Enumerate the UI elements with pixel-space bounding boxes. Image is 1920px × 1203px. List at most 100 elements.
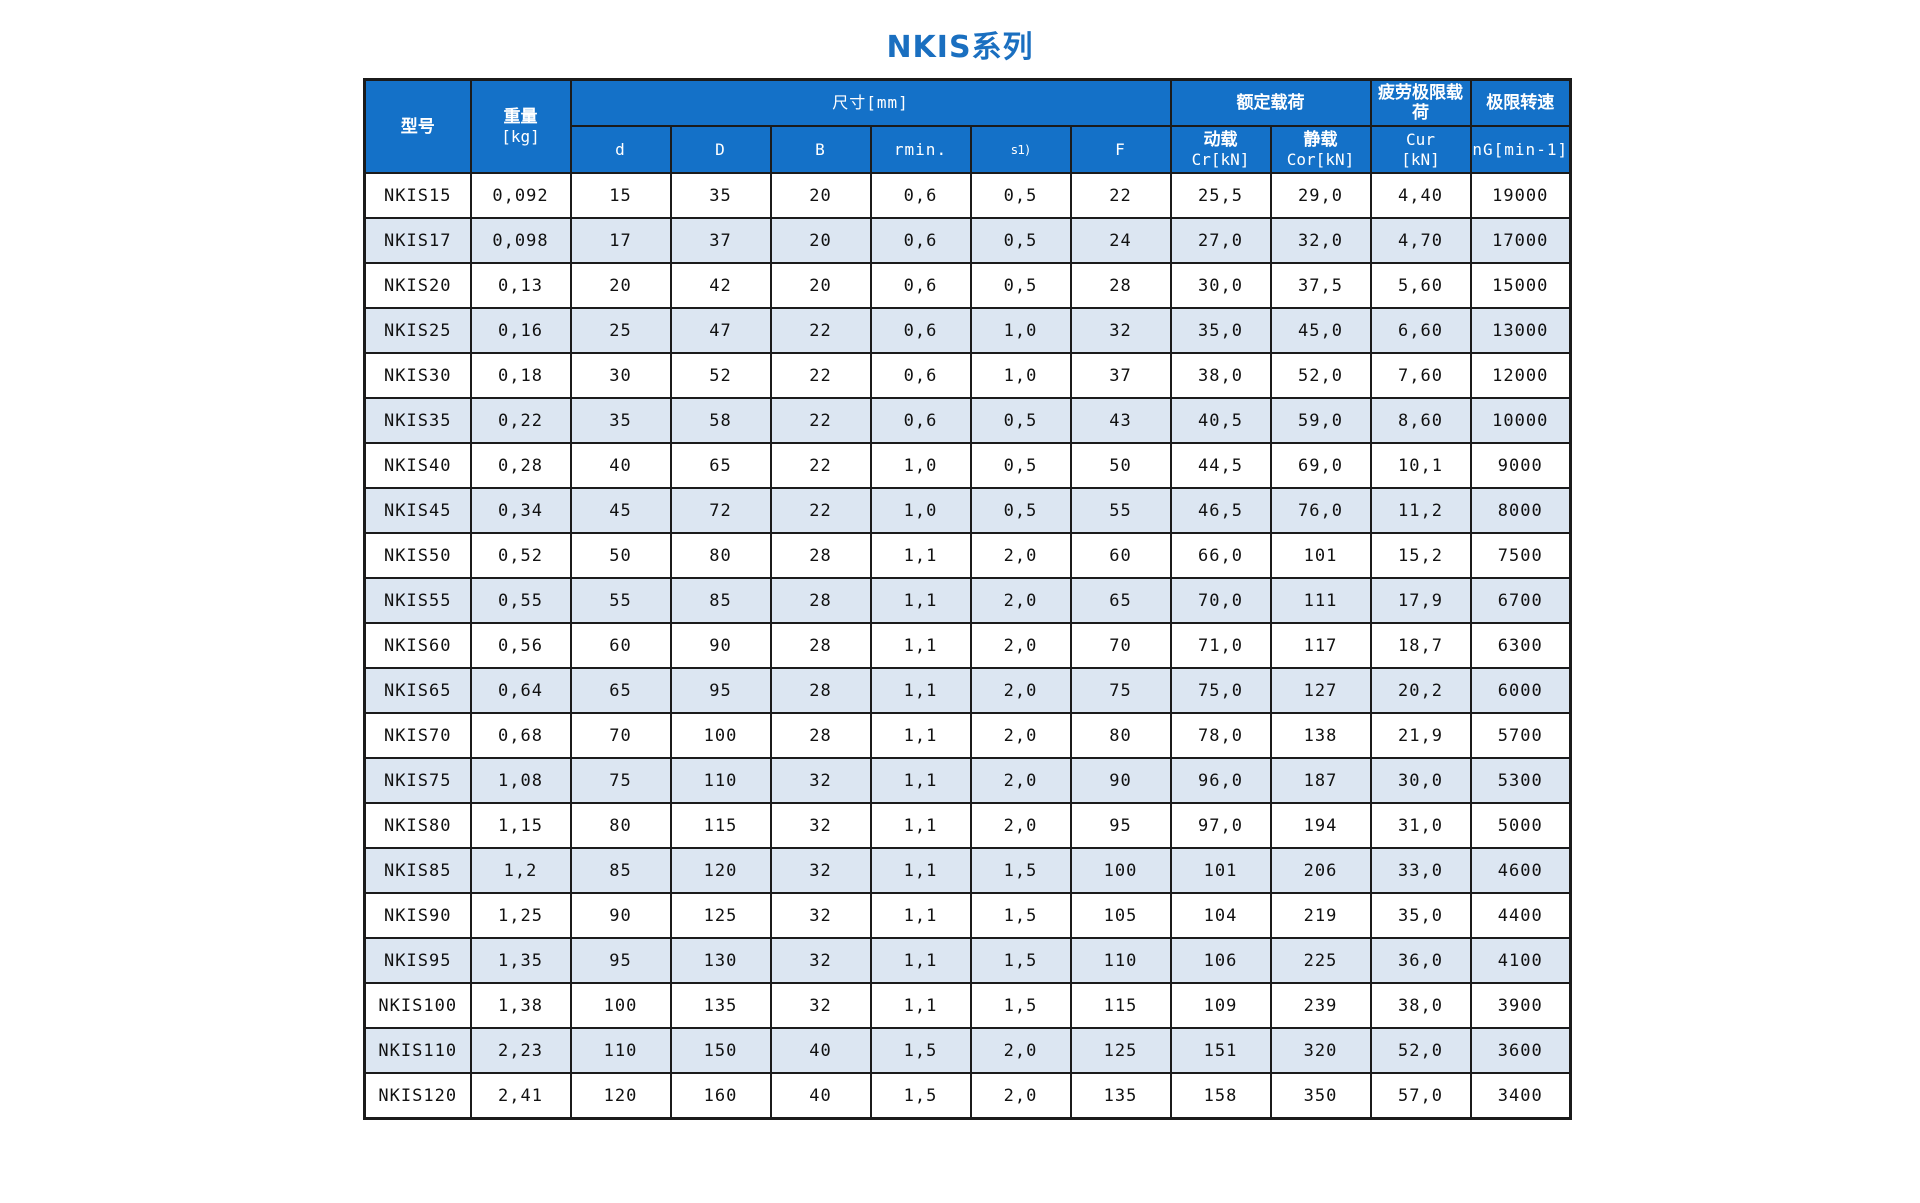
cell-rmin: 1,5 xyxy=(869,1027,972,1074)
cell-F: 65 xyxy=(1069,577,1172,624)
table-row: NKIS20 0,13 20 42 20 0,6 0,5 28 30,0 37,5 5,60 1500… xyxy=(363,262,1572,309)
cell-model: NKIS25 xyxy=(363,307,472,354)
col-header-D: D xyxy=(669,125,772,174)
table-row: NKIS120 2,41 120 160 40 1,5 2,0 135 158 350 57,0 34… xyxy=(363,1072,1572,1120)
cell-cor: 45,0 xyxy=(1269,307,1372,354)
cell-cur: 4,40 xyxy=(1369,172,1472,219)
cell-B: 40 xyxy=(769,1027,872,1074)
cell-ng: 6300 xyxy=(1469,622,1572,669)
cell-d: 35 xyxy=(569,397,672,444)
cell-d: 30 xyxy=(569,352,672,399)
cell-d: 20 xyxy=(569,262,672,309)
cell-cor: 138 xyxy=(1269,712,1372,759)
cell-cor: 76,0 xyxy=(1269,487,1372,534)
col-header-model: 型号 xyxy=(363,78,472,174)
cell-ng: 3900 xyxy=(1469,982,1572,1029)
table-row: NKIS55 0,55 55 85 28 1,1 2,0 65 70,0 111 17,9 6700 xyxy=(363,577,1572,624)
cell-cur: 5,60 xyxy=(1369,262,1472,309)
cell-cur: 17,9 xyxy=(1369,577,1472,624)
cell-s1: 1,5 xyxy=(969,847,1072,894)
cell-weight: 0,28 xyxy=(469,442,572,489)
cell-ng: 4400 xyxy=(1469,892,1572,939)
cell-model: NKIS95 xyxy=(363,937,472,984)
cell-d: 55 xyxy=(569,577,672,624)
cell-cur: 10,1 xyxy=(1369,442,1472,489)
cell-model: NKIS85 xyxy=(363,847,472,894)
cell-rmin: 1,1 xyxy=(869,622,972,669)
col-header-weight-unit: [kg] xyxy=(501,126,540,146)
col-header-dimensions: 尺寸[mm] xyxy=(569,78,1172,127)
cell-d: 50 xyxy=(569,532,672,579)
cell-model: NKIS50 xyxy=(363,532,472,579)
cell-rmin: 0,6 xyxy=(869,217,972,264)
cell-s1: 2,0 xyxy=(969,1072,1072,1120)
cell-rmin: 0,6 xyxy=(869,352,972,399)
cell-rmin: 1,1 xyxy=(869,802,972,849)
cell-cor: 206 xyxy=(1269,847,1372,894)
cell-weight: 0,56 xyxy=(469,622,572,669)
cell-weight: 0,68 xyxy=(469,712,572,759)
cell-s1: 0,5 xyxy=(969,442,1072,489)
col-header-fatigue-kn: [kN] xyxy=(1401,149,1440,169)
table-row: NKIS80 1,15 80 115 32 1,1 2,0 95 97,0 194 31,0 5000 xyxy=(363,802,1572,849)
cell-model: NKIS60 xyxy=(363,622,472,669)
cell-s1: 0,5 xyxy=(969,172,1072,219)
col-header-speed-unit: nG[min-1] xyxy=(1469,125,1572,174)
col-header-speed-limit: 极限转速 xyxy=(1469,78,1572,127)
cell-cor: 194 xyxy=(1269,802,1372,849)
cell-rmin: 1,0 xyxy=(869,487,972,534)
cell-model: NKIS30 xyxy=(363,352,472,399)
cell-rmin: 1,1 xyxy=(869,577,972,624)
cell-rmin: 1,1 xyxy=(869,757,972,804)
col-header-F: F xyxy=(1069,125,1172,174)
cell-D: 72 xyxy=(669,487,772,534)
col-header-dynamic-unit: Cr[kN] xyxy=(1191,149,1250,169)
cell-rmin: 1,1 xyxy=(869,937,972,984)
cell-B: 22 xyxy=(769,307,872,354)
cell-D: 37 xyxy=(669,217,772,264)
table-row: NKIS35 0,22 35 58 22 0,6 0,5 43 40,5 59,0 8,60 1000… xyxy=(363,397,1572,444)
cell-B: 20 xyxy=(769,172,872,219)
cell-cor: 350 xyxy=(1269,1072,1372,1120)
cell-cr: 158 xyxy=(1169,1072,1272,1120)
cell-D: 52 xyxy=(669,352,772,399)
cell-rmin: 1,1 xyxy=(869,667,972,714)
cell-cor: 59,0 xyxy=(1269,397,1372,444)
cell-ng: 12000 xyxy=(1469,352,1572,399)
cell-d: 110 xyxy=(569,1027,672,1074)
table-row: NKIS85 1,2 85 120 32 1,1 1,5 100 101 206 33,0 4600 xyxy=(363,847,1572,894)
col-header-d: d xyxy=(569,125,672,174)
header-row-top: 型号 重量 [kg] 尺寸[mm] 额定载荷 疲劳极限载荷 极限转速 xyxy=(363,78,1572,174)
cell-cur: 57,0 xyxy=(1369,1072,1472,1120)
cell-model: NKIS17 xyxy=(363,217,472,264)
cell-F: 22 xyxy=(1069,172,1172,219)
cell-ng: 8000 xyxy=(1469,487,1572,534)
cell-weight: 2,23 xyxy=(469,1027,572,1074)
cell-ng: 4600 xyxy=(1469,847,1572,894)
cell-model: NKIS110 xyxy=(363,1027,472,1074)
cell-ng: 13000 xyxy=(1469,307,1572,354)
cell-weight: 0,64 xyxy=(469,667,572,714)
cell-B: 40 xyxy=(769,1072,872,1120)
cell-D: 95 xyxy=(669,667,772,714)
cell-s1: 0,5 xyxy=(969,217,1072,264)
cell-F: 37 xyxy=(1069,352,1172,399)
cell-weight: 0,098 xyxy=(469,217,572,264)
cell-cr: 25,5 xyxy=(1169,172,1272,219)
cell-s1: 2,0 xyxy=(969,1027,1072,1074)
cell-cur: 33,0 xyxy=(1369,847,1472,894)
cell-s1: 1,5 xyxy=(969,982,1072,1029)
cell-F: 75 xyxy=(1069,667,1172,714)
cell-ng: 5700 xyxy=(1469,712,1572,759)
cell-rmin: 1,1 xyxy=(869,712,972,759)
cell-weight: 1,2 xyxy=(469,847,572,894)
cell-model: NKIS35 xyxy=(363,397,472,444)
cell-cr: 75,0 xyxy=(1169,667,1272,714)
cell-weight: 1,15 xyxy=(469,802,572,849)
cell-F: 50 xyxy=(1069,442,1172,489)
cell-ng: 5000 xyxy=(1469,802,1572,849)
cell-d: 40 xyxy=(569,442,672,489)
table-row: NKIS15 0,092 15 35 20 0,6 0,5 22 25,5 29,0 4,40 190… xyxy=(363,172,1572,219)
cell-s1: 1,5 xyxy=(969,937,1072,984)
col-header-dynamic-load: 动载 Cr[kN] xyxy=(1169,125,1272,174)
